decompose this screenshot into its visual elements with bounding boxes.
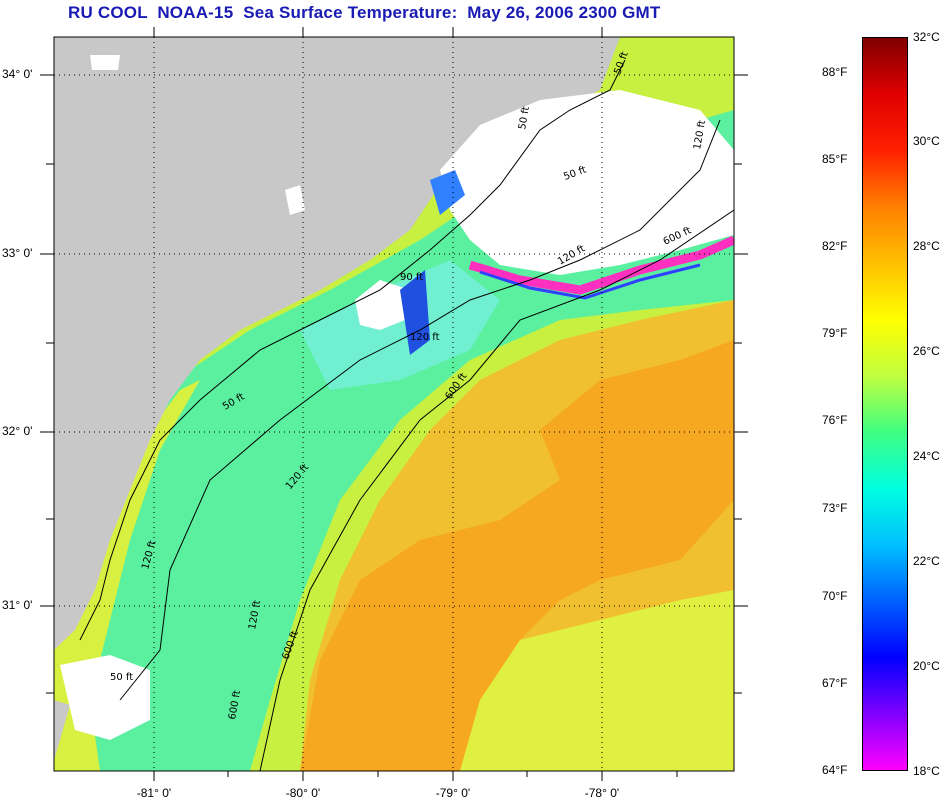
contour-50ft <box>79 59 626 641</box>
cold-edge-magenta <box>468 235 734 295</box>
contour-label: 50 ft <box>110 672 133 683</box>
lon-label-80: -80° 0' <box>285 786 321 800</box>
cb-f-70: 70°F <box>822 589 848 603</box>
cb-f-88: 88°F <box>822 65 848 79</box>
cb-f-85: 85°F <box>822 152 848 166</box>
cb-f-73: 73°F <box>822 501 848 515</box>
cb-c-26: 26°C <box>913 344 940 358</box>
contour-label: 600 ft <box>227 689 243 720</box>
land-south <box>54 700 70 760</box>
lat-label-33: 33° 0' <box>2 246 33 260</box>
lat-label-32: 32° 0' <box>2 424 33 438</box>
lon-label-81: -81° 0' <box>136 786 172 800</box>
lat-label-34: 34° 0' <box>2 67 33 81</box>
cb-c-22: 22°C <box>913 554 940 568</box>
cb-f-67: 67°F <box>822 676 848 690</box>
cloud-inland-2 <box>90 55 120 70</box>
cloud-inland <box>285 185 305 215</box>
contour-label: 120 ft <box>247 599 263 630</box>
cb-c-24: 24°C <box>913 449 940 463</box>
contour-600ft <box>259 209 734 771</box>
temperature-colorbar <box>862 37 908 771</box>
contour-label: 90 ft <box>400 272 423 283</box>
map-title: RU COOL NOAA-15 Sea Surface Temperature:… <box>68 3 661 22</box>
cb-f-79: 79°F <box>822 326 848 340</box>
cold-edge-blue <box>479 263 701 300</box>
cb-c-18: 18°C <box>913 764 940 778</box>
cb-c-30: 30°C <box>913 134 940 148</box>
cool-cyan-patch <box>300 260 500 390</box>
contour-label: 120 ft <box>410 332 440 343</box>
cb-f-76: 76°F <box>822 413 848 427</box>
cb-f-64: 64°F <box>822 763 848 777</box>
contour-label: 120 ft <box>692 119 708 150</box>
lon-label-79: -79° 0' <box>435 786 471 800</box>
yellow-intrusion <box>460 590 734 771</box>
gulf-stream-core <box>300 340 734 771</box>
cloud-bay <box>355 280 410 330</box>
contour-label: 50 ft <box>517 106 532 131</box>
cold-patch <box>430 170 465 215</box>
cold-patch-2 <box>400 270 430 355</box>
contour-120ft <box>119 119 721 701</box>
cb-c-32: 32°C <box>913 30 940 44</box>
cb-c-20: 20°C <box>913 659 940 673</box>
cb-f-82: 82°F <box>822 239 848 253</box>
map-frame <box>53 36 735 772</box>
lon-label-78: -78° 0' <box>584 786 620 800</box>
cloud-south <box>60 655 150 740</box>
cb-c-28: 28°C <box>913 239 940 253</box>
land-area <box>54 37 620 650</box>
cloud-cape <box>440 90 734 275</box>
lat-label-31: 31° 0' <box>2 598 33 612</box>
